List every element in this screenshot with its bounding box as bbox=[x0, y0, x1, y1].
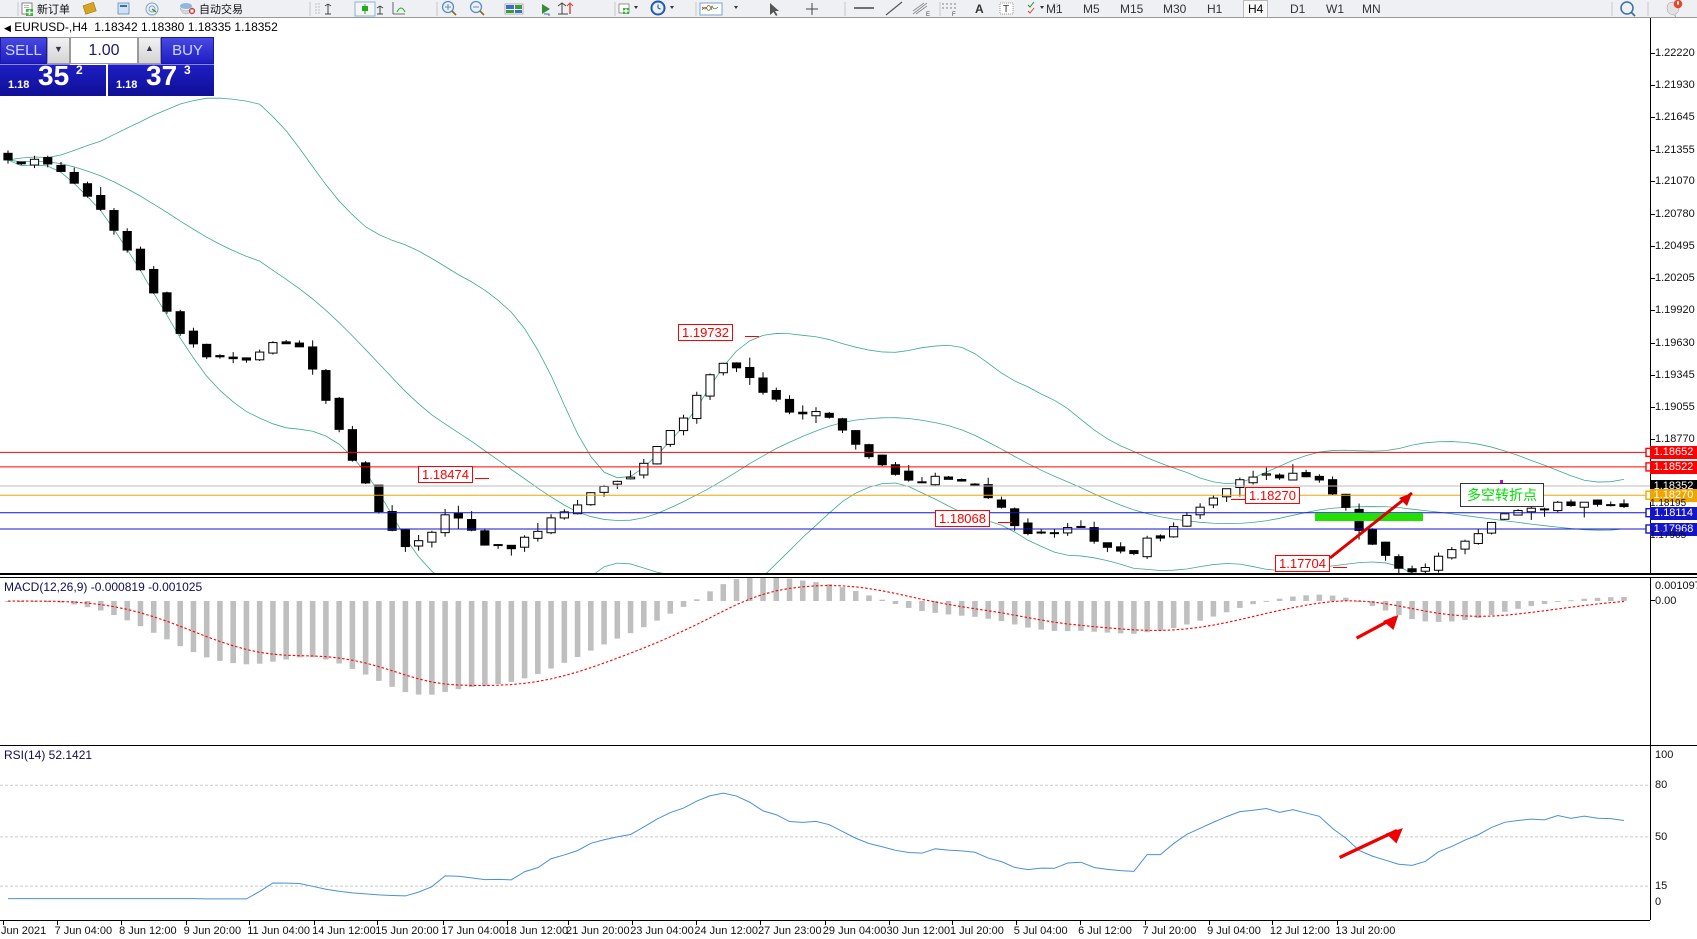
svg-text:T: T bbox=[1003, 4, 1009, 15]
svg-text:自动交易: 自动交易 bbox=[199, 2, 243, 16]
svg-text:新订单: 新订单 bbox=[37, 2, 70, 16]
svg-text:A: A bbox=[975, 2, 984, 16]
